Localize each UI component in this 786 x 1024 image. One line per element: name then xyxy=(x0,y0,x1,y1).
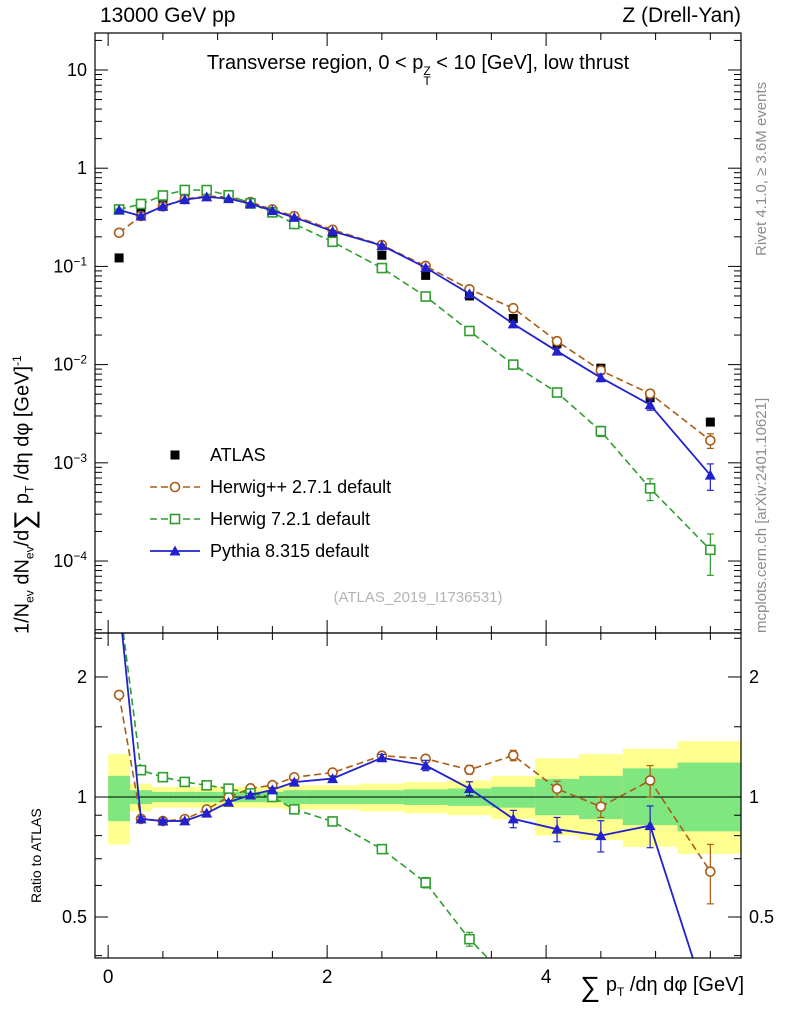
series-herwigpp xyxy=(113,190,716,449)
svg-text:10−2: 10−2 xyxy=(53,353,87,375)
header-process-label: Z (Drell-Yan) xyxy=(622,4,741,27)
analysis-id-watermark: (ATLAS_2019_I1736531) xyxy=(333,589,503,606)
svg-text:0.5: 0.5 xyxy=(62,907,87,927)
main-y-axis-label: 1/Nev dNev/d∑ pT /dη dφ [GeV]-1 xyxy=(8,355,40,634)
series-pythia xyxy=(121,633,694,958)
svg-text:0.5: 0.5 xyxy=(749,907,774,927)
svg-text:2: 2 xyxy=(322,967,333,988)
svg-text:10: 10 xyxy=(67,60,87,80)
svg-text:1: 1 xyxy=(749,787,759,807)
legend-label: Herwig 7.2.1 default xyxy=(210,509,370,529)
svg-text:10−3: 10−3 xyxy=(53,451,87,473)
ratio-y-axis-label: Ratio to ATLAS xyxy=(28,808,44,903)
series-herwig7 xyxy=(113,184,716,576)
header-beam-label: 13000 GeV pp xyxy=(100,4,236,27)
legend-label: Herwig++ 2.7.1 default xyxy=(210,477,391,497)
x-axis-label: ∑ pT /dη dφ [GeV] xyxy=(580,971,744,1002)
rivet-version-text: Rivet 4.1.0, ≥ 3.6M events xyxy=(753,81,770,256)
series-herwigpp xyxy=(113,689,716,905)
svg-text:2: 2 xyxy=(749,667,759,687)
svg-text:4: 4 xyxy=(541,967,552,988)
legend-entry-herwig7: Herwig 7.2.1 default xyxy=(150,509,370,529)
mcplots-credit-text: mcplots.cern.ch [arXiv:2401.10621] xyxy=(753,397,770,633)
svg-text:1: 1 xyxy=(77,787,87,807)
main-series-layer xyxy=(113,184,716,576)
legend: ATLAS Herwig++ 2.7.1 default Herwig 7.2.1 … xyxy=(150,445,391,561)
svg-text:0: 0 xyxy=(103,967,114,988)
legend-entry-herwigpp: Herwig++ 2.7.1 default xyxy=(150,477,391,497)
legend-label: ATLAS xyxy=(210,445,266,465)
svg-text:1: 1 xyxy=(77,158,87,178)
svg-text:2: 2 xyxy=(77,667,87,687)
legend-entry-atlas: ATLAS xyxy=(170,445,266,465)
series-pythia xyxy=(113,191,716,491)
legend-entry-pythia: Pythia 8.315 default xyxy=(150,541,369,561)
legend-label: Pythia 8.315 default xyxy=(210,541,369,561)
svg-text:10−1: 10−1 xyxy=(53,254,87,276)
ratio-series-layer xyxy=(95,633,741,958)
svg-text:10−4: 10−4 xyxy=(53,549,87,571)
